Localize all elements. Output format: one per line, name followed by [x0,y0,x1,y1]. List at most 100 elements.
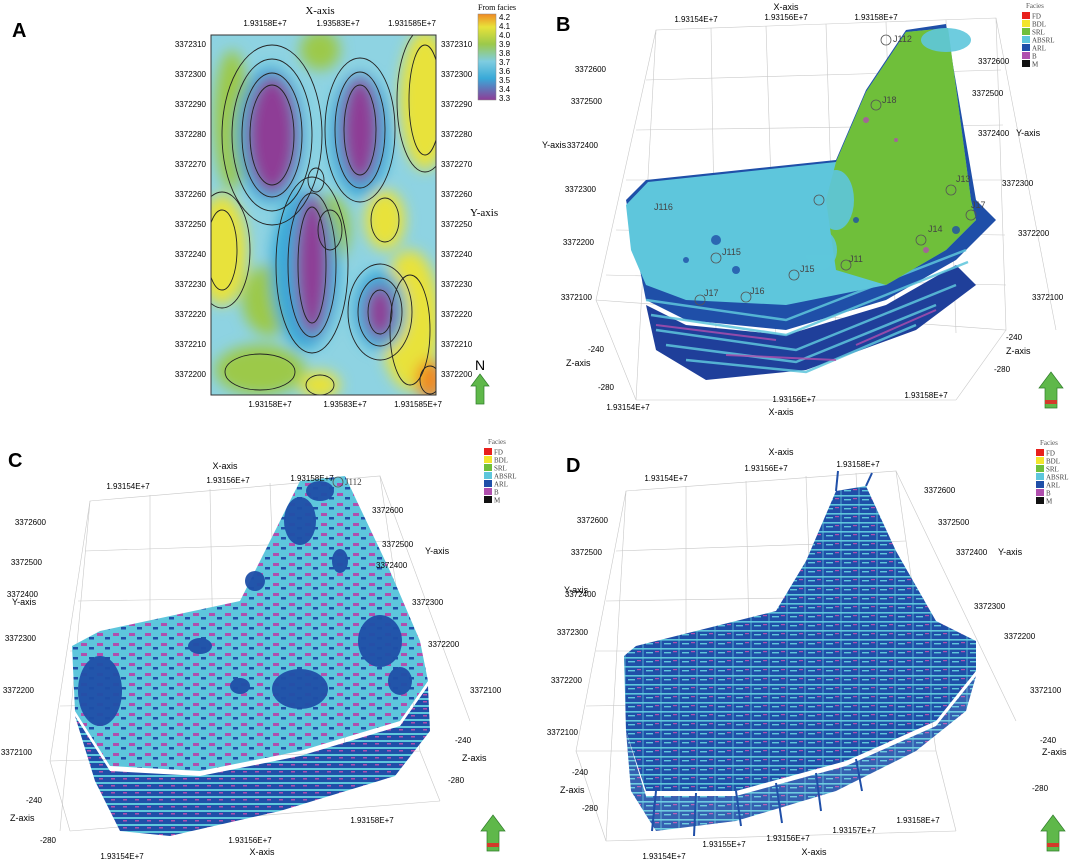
svg-text:J11: J11 [849,254,863,264]
legend-value: 3.5 [499,76,511,85]
svg-text:J115: J115 [722,247,741,257]
legend-value: 3.4 [499,85,511,94]
y-tick-label: 3372210 [175,340,207,349]
legend-entry: SRL [1046,466,1059,474]
map-frame [210,34,437,396]
svg-text:1.93154E+7: 1.93154E+7 [642,852,686,861]
legend-entry: BDL [1046,458,1060,466]
x-ticks-top: 1.93154E+7 1.93156E+7 1.93158E+7 [644,460,880,483]
z-axis-title-right: Z-axis [1042,747,1067,757]
svg-text:3372600: 3372600 [577,516,609,525]
svg-text:1.93158E+7: 1.93158E+7 [290,474,334,483]
svg-text:J112: J112 [893,34,912,44]
panel-d-facies-model: X-axis 1.93154E+7 1.93156E+7 1.93158E+7 … [547,439,1069,861]
svg-text:3372400: 3372400 [565,590,597,599]
svg-text:1.93154E+7: 1.93154E+7 [644,474,688,483]
x-axis-title-bottom: X-axis [801,847,827,857]
legend-entry: ABSRL [1032,37,1055,45]
legend-swatch [1036,497,1044,504]
svg-text:1.93156E+7: 1.93156E+7 [744,464,788,473]
svg-text:3372600: 3372600 [372,506,404,515]
north-label: N [475,357,485,373]
x-axis-title-top: X-axis [212,461,238,471]
legend-entry: ARL [494,481,508,489]
svg-text:1.93156E+7: 1.93156E+7 [764,13,808,22]
svg-text:1.931585E+7: 1.931585E+7 [388,19,436,28]
svg-text:-240: -240 [572,768,589,777]
legend-color-bar [477,13,497,101]
z-axis-title-right: Z-axis [1006,346,1031,356]
x-ticks-top: 1.93158E+7 1.93583E+7 1.931585E+7 [243,19,436,28]
svg-text:1.93154E+7: 1.93154E+7 [100,852,144,861]
svg-text:3372100: 3372100 [561,293,593,302]
svg-text:1.93156E+7: 1.93156E+7 [228,836,272,845]
svg-text:J18: J18 [882,95,897,105]
y-tick-label: 3372290 [175,100,207,109]
svg-text:3372500: 3372500 [11,558,43,567]
z-ticks-left: -240 -280 [26,796,57,845]
z-axis-title-left: Z-axis [560,785,585,795]
x-axis-title-bottom: X-axis [768,407,794,417]
y-tick-label: 3372250 [175,220,207,229]
legend-swatch [484,472,492,479]
legend-value: 3.8 [499,49,511,58]
y-ticks-right: 3372600 3372500 3372400 3372300 3372200 … [972,57,1064,302]
svg-text:3372500: 3372500 [938,518,970,527]
legend-entry: M [494,497,501,505]
legend-swatch [1022,12,1030,19]
y-tick-label: 3372220 [441,310,473,319]
well-marker [332,476,344,488]
svg-text:-280: -280 [448,776,465,785]
y-ticks-right: 3372600 3372500 3372400 3372300 3372200 … [372,506,502,695]
svg-text:3372400: 3372400 [978,129,1010,138]
svg-text:-240: -240 [1006,333,1023,342]
svg-text:1.93154E+7: 1.93154E+7 [606,403,650,412]
legend-title: Facies [488,438,506,446]
x-ticks-bottom: 1.93154E+7 1.93156E+7 1.93158E+7 [606,391,948,412]
y-tick-label: 3372230 [441,280,473,289]
legend-value: 4.1 [499,22,511,31]
x-axis-title-top: X-axis [773,2,799,12]
svg-text:1.93158E+7: 1.93158E+7 [243,19,287,28]
svg-text:3372600: 3372600 [978,57,1010,66]
svg-text:3372500: 3372500 [972,89,1004,98]
y-tick-label: 3372260 [175,190,207,199]
svg-text:1.93157E+7: 1.93157E+7 [832,826,876,835]
z-axis-title-left: Z-axis [10,813,35,823]
svg-text:1.93158E+7: 1.93158E+7 [904,391,948,400]
y-axis-title-right: Y-axis [425,546,450,556]
legend-entry: FD [1046,450,1055,458]
panel-d-label: D [566,455,581,477]
legend-entry: FD [494,449,503,457]
facies-body [626,24,996,380]
svg-text:1.93583E+7: 1.93583E+7 [323,400,367,409]
svg-text:1.93158E+7: 1.93158E+7 [854,13,898,22]
y-tick-label: 3372220 [175,310,207,319]
svg-text:1.93154E+7: 1.93154E+7 [106,482,150,491]
legend-value: 3.7 [499,58,511,67]
svg-text:3372600: 3372600 [575,65,607,74]
legend-title: Facies [1040,439,1058,447]
svg-text:J17: J17 [704,288,719,298]
svg-text:J14: J14 [928,224,943,234]
panel-a-contour-map: X-axis 1.93158E+7 1.93583E+7 1.931585E+7… [175,3,516,409]
legend-swatch [1022,44,1030,51]
svg-text:3372200: 3372200 [1018,229,1050,238]
legend-value: 3.3 [499,94,511,103]
y-tick-label: 3372300 [441,70,473,79]
svg-text:1.93155E+7: 1.93155E+7 [702,840,746,849]
legend-swatch [484,496,492,503]
svg-text:3372400: 3372400 [7,590,39,599]
legend-swatch [484,488,492,495]
legend-entry: ABSRL [1046,474,1069,482]
svg-text:3372300: 3372300 [557,628,589,637]
legend-entry: M [1046,498,1053,506]
svg-text:3372200: 3372200 [3,686,35,695]
svg-text:3372200: 3372200 [1004,632,1036,641]
legend-entry: ARL [1046,482,1060,490]
svg-text:3372400: 3372400 [376,561,408,570]
y-ticks-left: 3372600 3372500 3372400 3372300 3372200 … [561,65,607,302]
svg-text:3372300: 3372300 [565,185,597,194]
y-tick-label: 3372290 [441,100,473,109]
svg-text:-280: -280 [582,804,599,813]
